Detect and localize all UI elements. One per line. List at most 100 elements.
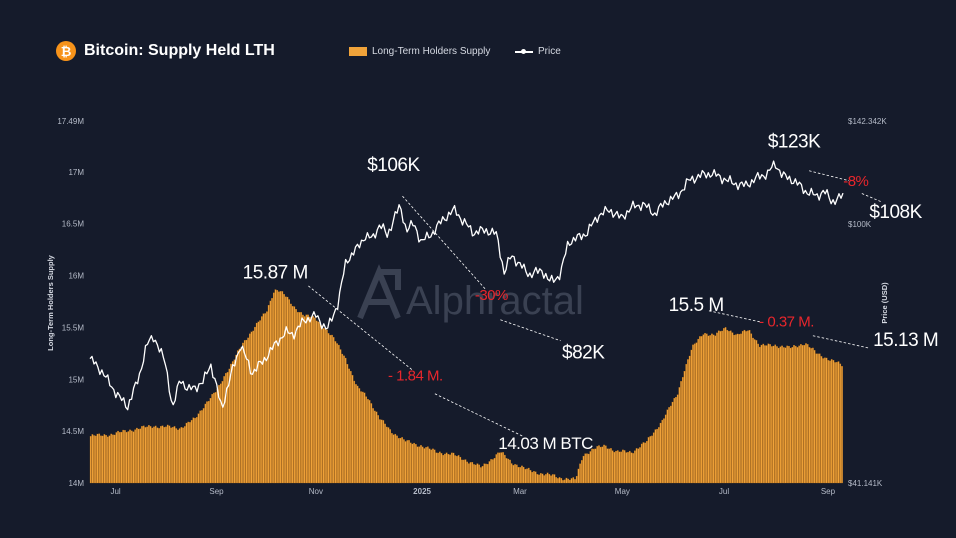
left-axis-title: Long-Term Holders Supply bbox=[46, 254, 55, 351]
supply-bar bbox=[425, 447, 427, 484]
supply-bar bbox=[723, 328, 725, 484]
supply-bar bbox=[806, 344, 809, 484]
supply-bar bbox=[387, 427, 390, 484]
annotation-value-label: 15.87 M bbox=[243, 263, 308, 284]
supply-bar bbox=[618, 451, 621, 484]
supply-bar bbox=[743, 329, 746, 484]
supply-bar bbox=[380, 419, 383, 484]
left-tick-label: 14.5M bbox=[62, 427, 85, 436]
x-axis: Jul Sep Nov 2025 Mar May Jul Sep bbox=[110, 487, 835, 496]
legend-item-supply[interactable]: Long-Term Holders Supply bbox=[349, 46, 490, 57]
supply-bar bbox=[213, 392, 215, 484]
supply-bar bbox=[724, 327, 727, 484]
supply-bar bbox=[124, 430, 126, 484]
supply-bar bbox=[219, 383, 222, 484]
supply-bar bbox=[553, 474, 556, 484]
supply-bar bbox=[392, 434, 395, 484]
supply-bar bbox=[731, 332, 734, 484]
supply-bar bbox=[502, 452, 504, 484]
supply-bar bbox=[495, 454, 498, 484]
supply-bar bbox=[462, 459, 465, 484]
supply-bar bbox=[668, 407, 670, 484]
supply-bar bbox=[640, 443, 643, 484]
supply-bar bbox=[259, 320, 261, 484]
supply-bar bbox=[442, 455, 445, 484]
supply-bar bbox=[449, 454, 451, 484]
supply-bar bbox=[245, 339, 248, 484]
right-tick-label: $41.141K bbox=[848, 479, 883, 488]
supply-bar bbox=[654, 429, 657, 484]
supply-bar bbox=[468, 463, 470, 484]
right-tick-label: $142.342K bbox=[848, 117, 887, 126]
supply-bar bbox=[242, 342, 244, 484]
supply-bar bbox=[822, 358, 824, 484]
supply-bar bbox=[570, 478, 573, 484]
supply-bar bbox=[166, 424, 169, 484]
supply-bar bbox=[194, 417, 196, 484]
supply-bar bbox=[670, 405, 672, 484]
annotation-value-label: $82K bbox=[562, 343, 605, 364]
supply-bar bbox=[175, 428, 178, 484]
supply-bar bbox=[343, 355, 345, 484]
supply-bar bbox=[141, 426, 143, 484]
supply-bar bbox=[639, 447, 641, 484]
supply-bar bbox=[303, 316, 306, 484]
supply-bar bbox=[486, 464, 489, 484]
legend-item-price[interactable]: Price bbox=[515, 46, 561, 57]
supply-bar bbox=[284, 296, 287, 484]
supply-bar bbox=[762, 343, 765, 484]
supply-bar bbox=[266, 311, 268, 484]
supply-bar bbox=[548, 474, 551, 484]
supply-bar bbox=[779, 346, 782, 484]
supply-bar bbox=[599, 446, 602, 484]
supply-bar bbox=[632, 453, 634, 484]
supply-bar bbox=[709, 335, 711, 484]
supply-bar bbox=[130, 430, 133, 484]
supply-bar bbox=[385, 426, 388, 484]
supply-bar bbox=[666, 409, 669, 484]
supply-bar bbox=[372, 408, 374, 484]
supply-bar bbox=[320, 325, 323, 484]
supply-bar bbox=[601, 446, 604, 484]
supply-bar bbox=[238, 348, 241, 484]
supply-bar bbox=[562, 480, 564, 484]
left-tick-label: 15M bbox=[68, 375, 84, 384]
supply-bar bbox=[623, 450, 626, 484]
supply-bar bbox=[117, 430, 119, 484]
x-tick-label: May bbox=[615, 487, 630, 496]
price-series bbox=[89, 160, 844, 411]
supply-bar bbox=[305, 314, 308, 484]
supply-bar bbox=[581, 460, 583, 484]
supply-bar bbox=[137, 428, 140, 484]
supply-bar bbox=[370, 403, 373, 484]
watermark-text: Alphractal bbox=[406, 279, 584, 323]
supply-bar bbox=[255, 322, 258, 484]
annotation-connectors bbox=[308, 170, 881, 437]
supply-bar bbox=[276, 290, 279, 484]
supply-bar bbox=[189, 422, 191, 484]
supply-bar bbox=[290, 303, 292, 484]
supply-bar bbox=[745, 331, 747, 484]
supply-bar bbox=[545, 474, 547, 484]
supply-bar bbox=[250, 331, 253, 484]
supply-bar bbox=[307, 314, 309, 484]
supply-bar bbox=[293, 306, 296, 484]
supply-bar bbox=[461, 459, 463, 484]
supply-bar bbox=[319, 322, 321, 484]
supply-bar bbox=[360, 391, 362, 484]
supply-bar bbox=[719, 331, 722, 484]
supply-bar bbox=[146, 426, 148, 484]
x-tick-label: Jul bbox=[719, 487, 729, 496]
supply-bar bbox=[91, 434, 94, 484]
supply-bar bbox=[796, 347, 799, 484]
supply-bar bbox=[527, 467, 530, 484]
supply-bar bbox=[226, 372, 229, 484]
supply-bar bbox=[784, 347, 787, 484]
supply-bar bbox=[264, 313, 267, 484]
supply-bar bbox=[760, 344, 763, 484]
supply-bar bbox=[346, 364, 349, 484]
supply-bar bbox=[257, 321, 260, 484]
supply-bar bbox=[704, 332, 706, 484]
supply-bar bbox=[717, 330, 720, 484]
supply-bar bbox=[812, 347, 814, 484]
